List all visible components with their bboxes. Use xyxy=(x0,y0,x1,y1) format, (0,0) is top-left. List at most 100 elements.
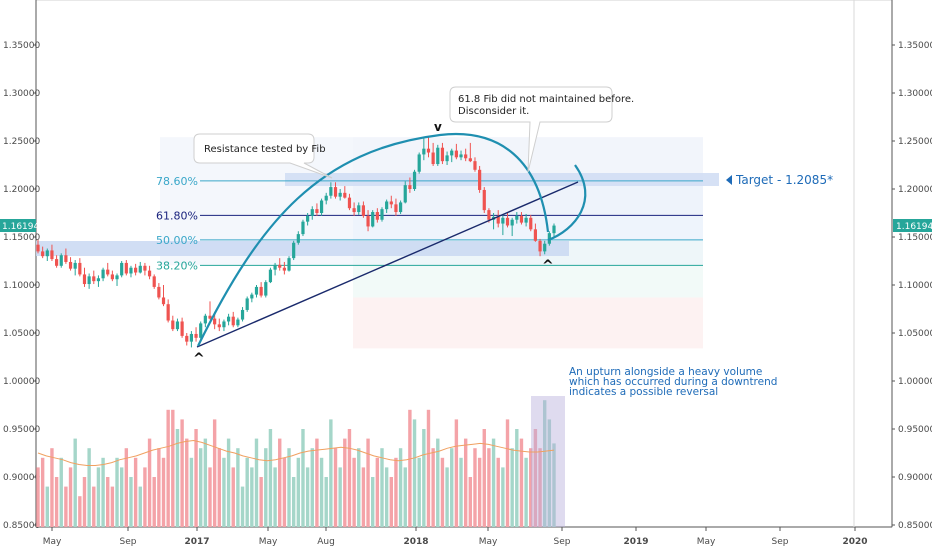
volume-bar xyxy=(119,467,124,527)
volume-bar xyxy=(147,438,152,527)
candle-body xyxy=(352,208,356,213)
volume-bar xyxy=(375,457,380,527)
volume-bar xyxy=(64,486,68,527)
candle-body xyxy=(208,315,212,319)
candle-body xyxy=(282,267,286,271)
left-tick-label: 1.20000 xyxy=(3,185,40,195)
candle-body xyxy=(515,215,519,220)
candle-body xyxy=(487,210,491,220)
volume-bars xyxy=(36,400,556,527)
candle-body xyxy=(245,298,249,310)
volume-bar xyxy=(422,429,426,527)
volume-bar xyxy=(264,448,268,527)
volume-bar xyxy=(408,409,412,527)
volume-bar xyxy=(36,467,40,527)
volume-bar xyxy=(217,448,221,527)
volume-bar xyxy=(310,448,314,527)
volume-bar xyxy=(157,448,161,527)
candle-body xyxy=(250,294,254,299)
volume-bar xyxy=(133,457,138,527)
candle-body xyxy=(408,185,412,189)
left-tick-label: 1.15000 xyxy=(3,233,40,243)
candle-body xyxy=(417,154,421,172)
volume-bar xyxy=(398,448,403,527)
volume-bar xyxy=(82,477,87,527)
volume-bar xyxy=(189,457,194,527)
volume-note-line1: An upturn alongside a heavy volume xyxy=(569,366,762,378)
right-tick-label: 1.00000 xyxy=(898,377,932,387)
left-tick-label: 0.95000 xyxy=(3,425,40,435)
left-tick-label: 1.25000 xyxy=(3,137,40,147)
volume-bar xyxy=(59,457,63,527)
candle-body xyxy=(213,318,217,325)
candle-body xyxy=(236,319,240,326)
candle-body xyxy=(222,321,226,328)
right-price-badge: 1.16194 xyxy=(893,219,932,232)
candle-body xyxy=(87,276,91,285)
fib-level-label: 61.80% xyxy=(156,209,198,222)
candle-body xyxy=(147,270,152,277)
candle-body xyxy=(464,154,468,159)
volume-bar xyxy=(45,486,49,527)
volume-highlight-box xyxy=(531,396,565,527)
volume-bar xyxy=(501,467,505,527)
volume-bar xyxy=(524,457,528,527)
volume-bar xyxy=(538,448,542,527)
candle-body xyxy=(152,276,156,287)
candle-body xyxy=(124,262,128,274)
candle-body xyxy=(412,171,417,189)
candle-body xyxy=(217,324,221,328)
candle-body xyxy=(468,158,472,162)
candlesticks xyxy=(36,137,556,348)
candle-body xyxy=(385,201,389,210)
time-tick-label: Aug xyxy=(317,537,335,547)
candle-body xyxy=(510,219,514,226)
volume-bar xyxy=(445,467,449,527)
time-tick-label: Sep xyxy=(120,537,137,547)
volume-bar xyxy=(315,438,319,527)
volume-bar xyxy=(115,457,119,527)
candle-body xyxy=(101,269,105,279)
low-marker: ^ xyxy=(193,351,205,367)
candle-body xyxy=(166,304,170,321)
volume-bar xyxy=(357,448,361,527)
candle-body xyxy=(343,192,347,198)
volume-bar xyxy=(491,438,496,527)
volume-bar xyxy=(440,457,445,527)
time-tick-label: 2019 xyxy=(623,537,648,547)
volume-bar xyxy=(547,419,552,527)
volume-bar xyxy=(496,457,500,527)
volume-bar xyxy=(533,429,538,527)
volume-bar xyxy=(366,438,370,527)
candle-body xyxy=(296,234,300,243)
time-tick-label: May xyxy=(479,537,498,547)
candle-body xyxy=(454,150,458,158)
right-tick-label: 1.05000 xyxy=(898,329,932,339)
volume-bar xyxy=(78,496,82,527)
volume-bar xyxy=(226,438,231,527)
volume-bar xyxy=(296,457,301,527)
candle-body xyxy=(436,147,440,165)
candle-body xyxy=(329,187,333,196)
volume-bar xyxy=(180,419,184,527)
candle-body xyxy=(161,297,166,305)
left-price-badge: 1.16194 xyxy=(0,219,39,232)
trend-line xyxy=(196,181,579,348)
volume-bar xyxy=(436,438,440,527)
candle-body xyxy=(110,274,114,280)
fib-level-label: 50.00% xyxy=(156,234,198,247)
candle-body xyxy=(375,212,379,220)
volume-bar xyxy=(185,438,189,527)
volume-bar xyxy=(231,467,235,527)
volume-bar xyxy=(403,467,407,527)
volume-bar xyxy=(194,429,198,527)
candle-body xyxy=(171,320,175,330)
target-zone xyxy=(285,173,719,186)
volume-bar xyxy=(166,409,170,527)
rounded-top-arc xyxy=(197,132,550,347)
candle-body xyxy=(50,250,54,260)
volume-bar xyxy=(222,457,226,527)
fib-note-line2: Disconsider it. xyxy=(458,106,529,117)
volume-bar xyxy=(268,429,273,527)
